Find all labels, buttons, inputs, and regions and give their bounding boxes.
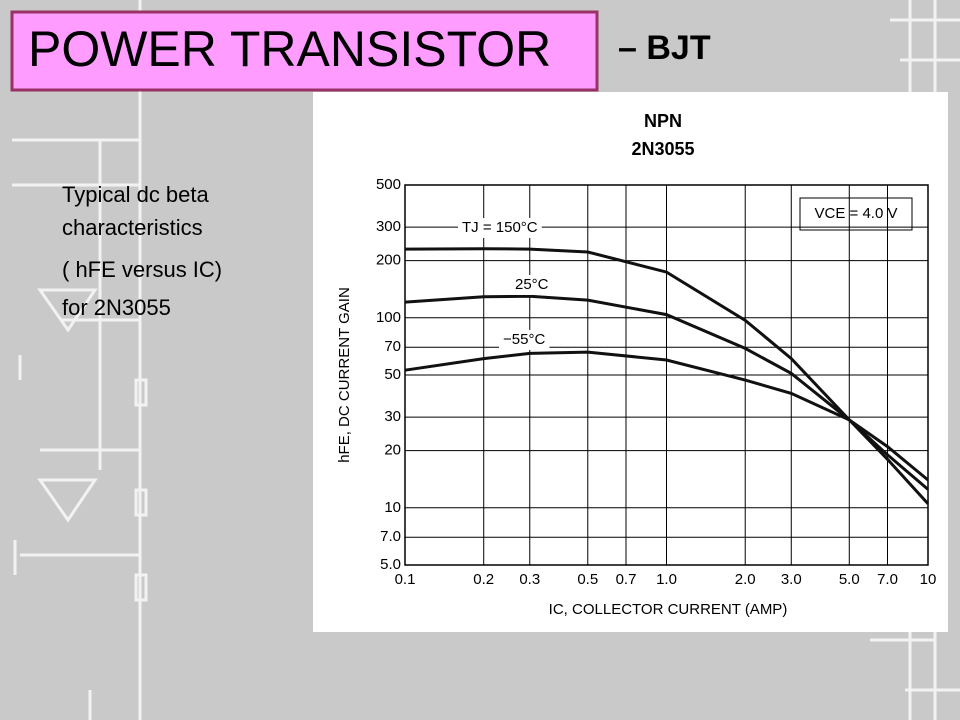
x-tick-label: 0.5 — [577, 571, 598, 588]
x-tick-label: 0.2 — [473, 571, 494, 588]
y-tick-label: 100 — [376, 309, 401, 326]
series-line — [404, 294, 929, 491]
caption-line: for 2N3055 — [62, 295, 171, 320]
title-box — [10, 10, 599, 92]
annotation: VCE = 4.0 V — [815, 205, 898, 222]
chart-title: NPN — [644, 111, 682, 131]
plot-frame — [404, 184, 929, 566]
y-tick-label: 5.0 — [380, 556, 401, 573]
y-tick-label: 20 — [384, 442, 401, 459]
y-tick-label: 300 — [376, 218, 401, 235]
x-tick-label: 7.0 — [877, 571, 898, 588]
x-tick-label: 1.0 — [656, 571, 677, 588]
x-tick-label: 0.1 — [395, 571, 416, 588]
x-tick-label: 10 — [920, 571, 937, 588]
y-tick-label: 200 — [376, 252, 401, 269]
caption-line: Typical dc beta — [62, 182, 210, 207]
y-axis-label: hFE, DC CURRENT GAIN — [336, 287, 353, 463]
series-label-bg — [499, 330, 550, 350]
caption-line: characteristics — [62, 215, 203, 240]
chart-subtitle: 2N3055 — [631, 139, 694, 159]
x-tick-label: 2.0 — [735, 571, 756, 588]
x-tick-label: 0.7 — [616, 571, 637, 588]
chart-panel — [313, 92, 948, 632]
slide-title: POWER TRANSISTOR — [28, 21, 551, 77]
y-tick-label: 500 — [376, 176, 401, 193]
y-tick-label: 30 — [384, 408, 401, 425]
series-label-bg — [458, 218, 542, 238]
y-tick-label: 70 — [384, 338, 401, 355]
y-tick-label: 50 — [384, 366, 401, 383]
title-suffix: – BJT — [618, 29, 711, 67]
series-label: 25°C — [515, 276, 549, 293]
series-label-bg — [511, 275, 553, 295]
x-tick-label: 0.3 — [519, 571, 540, 588]
series-line — [404, 247, 930, 505]
y-tick-label: 7.0 — [380, 528, 401, 545]
series-label: −55°C — [503, 331, 545, 348]
series-label: TJ = 150°C — [462, 219, 538, 236]
annotation-box — [799, 197, 913, 231]
caption: Typical dc beta characteristics ( hFE ve… — [62, 182, 222, 320]
x-axis-label: IC, COLLECTOR CURRENT (AMP) — [549, 601, 788, 618]
y-tick-label: 10 — [384, 499, 401, 516]
x-tick-label: 3.0 — [781, 571, 802, 588]
series-line — [404, 350, 929, 482]
x-tick-label: 5.0 — [839, 571, 860, 588]
caption-line: ( hFE versus IC) — [62, 257, 222, 282]
